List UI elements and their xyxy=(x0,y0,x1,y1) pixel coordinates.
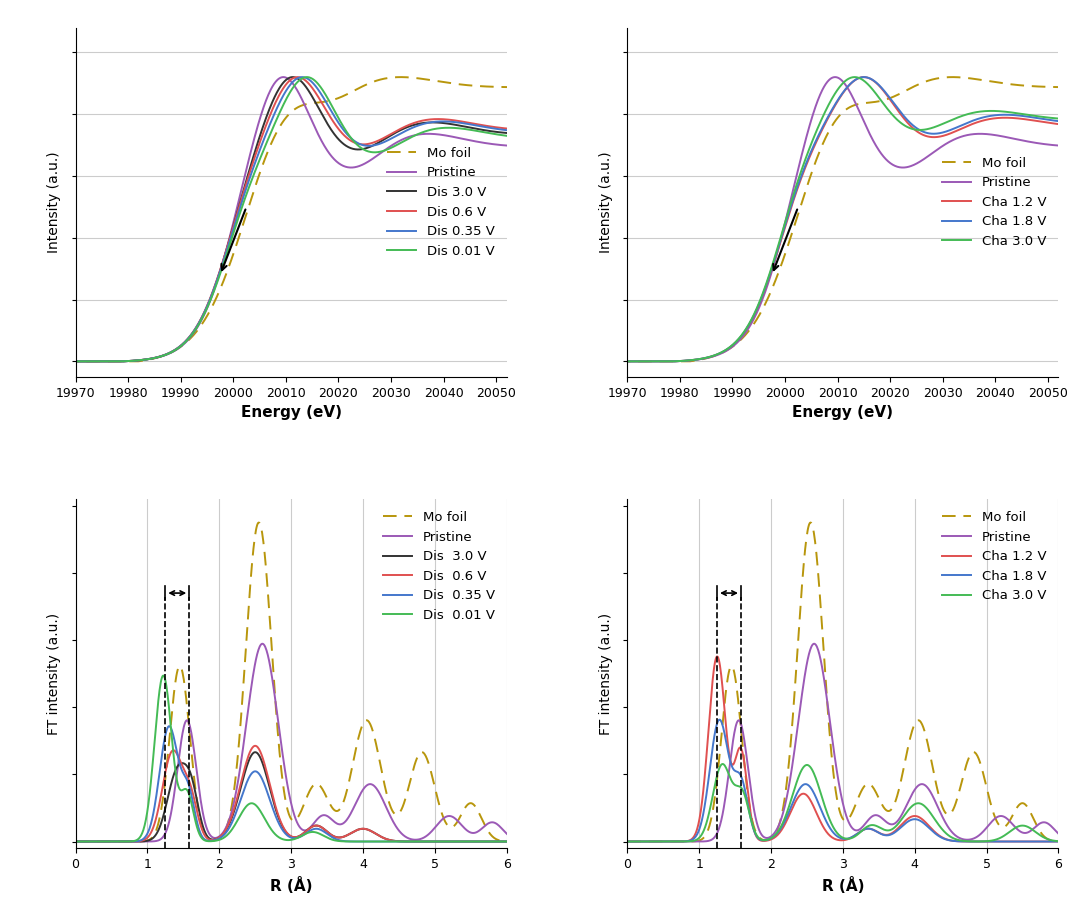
Legend: Mo foil, Pristine, Dis  3.0 V, Dis  0.6 V, Dis  0.35 V, Dis  0.01 V: Mo foil, Pristine, Dis 3.0 V, Dis 0.6 V,… xyxy=(378,505,500,627)
X-axis label: Energy (eV): Energy (eV) xyxy=(793,405,893,420)
Y-axis label: Intensity (a.u.): Intensity (a.u.) xyxy=(48,151,60,253)
Y-axis label: FT intensity (a.u.): FT intensity (a.u.) xyxy=(598,612,612,735)
Y-axis label: FT intensity (a.u.): FT intensity (a.u.) xyxy=(48,612,60,735)
X-axis label: Energy (eV): Energy (eV) xyxy=(241,405,341,420)
Legend: Mo foil, Pristine, Cha 1.2 V, Cha 1.8 V, Cha 3.0 V: Mo foil, Pristine, Cha 1.2 V, Cha 1.8 V,… xyxy=(937,151,1052,254)
X-axis label: R (Å): R (Å) xyxy=(822,877,864,893)
Y-axis label: Intensity (a.u.): Intensity (a.u.) xyxy=(598,151,612,253)
Legend: Mo foil, Pristine, Dis 3.0 V, Dis 0.6 V, Dis 0.35 V, Dis 0.01 V: Mo foil, Pristine, Dis 3.0 V, Dis 0.6 V,… xyxy=(382,141,500,263)
Legend: Mo foil, Pristine, Cha 1.2 V, Cha 1.8 V, Cha 3.0 V: Mo foil, Pristine, Cha 1.2 V, Cha 1.8 V,… xyxy=(937,505,1052,608)
X-axis label: R (Å): R (Å) xyxy=(270,877,312,893)
